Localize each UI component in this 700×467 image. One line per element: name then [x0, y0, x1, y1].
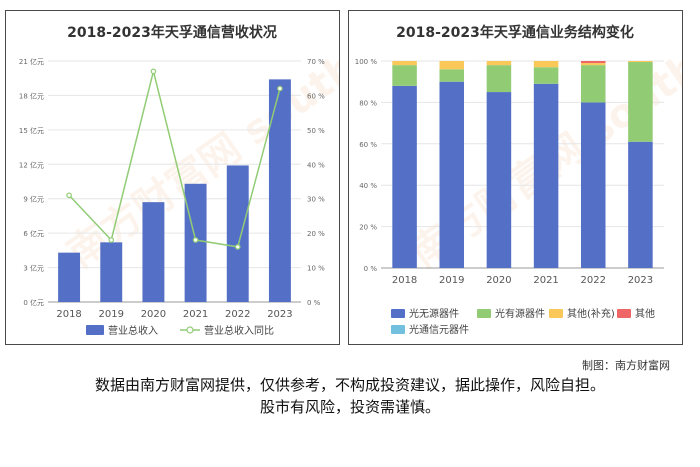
disclaimer-line-1: 数据由南方财富网提供，仅供参考，不构成投资建议，据此操作，风险自担。 [94, 376, 605, 394]
x-tick-label: 2018 [56, 309, 81, 320]
bar-segment-2020-s0 [486, 92, 512, 268]
y-tick-label: 60 % [359, 141, 377, 149]
bar-segment-2023-s1 [628, 62, 653, 142]
x-tick-label: 2022 [581, 275, 606, 286]
bar-segment-2018-s0 [392, 85, 417, 268]
point-yoy-2022 [234, 244, 241, 250]
y-left-tick-label: 12 亿元 [19, 160, 44, 169]
bar-segment-2022-s0 [580, 102, 606, 269]
legend-marker-yoy [186, 326, 194, 334]
y-tick-label: 40 % [359, 182, 377, 190]
x-tick-label: 2020 [141, 309, 166, 320]
y-tick-label: 20 % [359, 224, 377, 232]
y-right-tick-label: 60 % [307, 92, 325, 100]
legend-label-3: 其他 [635, 307, 655, 320]
legend-swatch-1 [477, 309, 491, 318]
x-tick-label: 2019 [99, 309, 124, 320]
x-tick-label: 2019 [439, 275, 464, 286]
bar-segment-2023-s0 [628, 141, 653, 268]
point-yoy-2019 [108, 237, 115, 243]
chart-title: 2018-2023年天孚通信业务结构变化 [396, 24, 634, 41]
chart-credit: 制图：南方财富网 [582, 359, 670, 372]
legend-label-revenue: 营业总收入 [108, 324, 158, 337]
bar-revenue-2022 [226, 165, 249, 302]
bar-segment-2020-s1 [486, 65, 512, 93]
bar-segment-2021-s2 [533, 61, 559, 68]
y-left-tick-label: 15 亿元 [19, 126, 44, 135]
bar-revenue-2018 [58, 252, 81, 302]
y-right-tick-label: 70 % [307, 58, 325, 66]
legend-label-2: 其他(补充) [567, 307, 615, 320]
revenue-chart-panel: 南方财富网 southmoney.com2018-2023年天孚通信营收状况0 … [5, 10, 340, 345]
x-tick-label: 2022 [225, 309, 250, 320]
x-tick-label: 2023 [267, 309, 292, 320]
bar-segment-2022-s1 [580, 65, 606, 103]
bar-segment-2019-s2 [439, 61, 465, 70]
bar-segment-2020-s2 [486, 61, 512, 66]
x-tick-label: 2023 [628, 275, 653, 286]
legend-swatch-2 [549, 309, 563, 318]
legend-label-0: 光无源器件 [409, 307, 459, 320]
legend-swatch-4 [391, 325, 405, 334]
x-tick-label: 2020 [486, 275, 511, 286]
bar-segment-2021-s0 [533, 83, 559, 269]
bar-revenue-2020 [142, 202, 165, 302]
y-right-tick-label: 40 % [307, 161, 325, 169]
y-left-tick-label: 18 亿元 [19, 91, 44, 100]
point-yoy-2020 [150, 68, 157, 75]
legend-swatch-revenue [86, 325, 104, 335]
y-right-tick-label: 20 % [307, 230, 325, 238]
bar-segment-2022-s2 [580, 63, 606, 66]
y-tick-label: 80 % [359, 99, 377, 107]
legend-label-4: 光通信元器件 [409, 323, 469, 336]
y-tick-label: 100 % [355, 58, 378, 66]
bar-segment-2021-s1 [533, 67, 559, 84]
legend-label-1: 光有源器件 [495, 307, 545, 320]
legend-label-yoy: 营业总收入同比 [204, 324, 274, 337]
y-right-tick-label: 10 % [307, 265, 325, 273]
business-structure-chart-panel: 南方财富网 southmoney.com2018-2023年天孚通信业务结构变化… [348, 10, 683, 345]
business-structure-chart: 南方财富网 southmoney.com2018-2023年天孚通信业务结构变化… [355, 11, 682, 336]
y-left-tick-label: 6 亿元 [23, 229, 44, 238]
x-tick-label: 2021 [183, 309, 208, 320]
revenue-chart: 南方财富网 southmoney.com2018-2023年天孚通信营收状况0 … [19, 11, 339, 337]
y-right-tick-label: 0 % [307, 299, 321, 307]
bar-segment-2019-s0 [439, 81, 465, 268]
y-tick-label: 0 % [364, 265, 378, 273]
bar-segment-2018-s2 [392, 61, 417, 66]
legend-swatch-3 [617, 309, 631, 318]
point-yoy-2018 [66, 192, 72, 199]
disclaimer-line-2: 股市有风险，投资需谨慎。 [259, 398, 440, 416]
bar-revenue-2019 [100, 242, 123, 302]
y-left-tick-label: 3 亿元 [23, 264, 44, 273]
x-tick-label: 2018 [392, 275, 417, 286]
bar-segment-2022-s3 [580, 61, 606, 64]
point-yoy-2023 [277, 85, 283, 92]
bar-revenue-2021 [184, 183, 207, 302]
x-tick-label: 2021 [533, 275, 558, 286]
bar-segment-2018-s1 [392, 65, 417, 86]
bar-segment-2023-s2 [628, 61, 653, 63]
y-left-tick-label: 0 亿元 [23, 298, 44, 307]
y-left-tick-label: 9 亿元 [23, 195, 44, 204]
legend-swatch-0 [391, 309, 405, 318]
y-right-tick-label: 50 % [307, 127, 325, 135]
y-right-tick-label: 30 % [307, 196, 325, 204]
y-left-tick-label: 21 亿元 [19, 57, 44, 66]
point-yoy-2021 [192, 237, 199, 243]
chart-title: 2018-2023年天孚通信营收状况 [67, 24, 277, 41]
bar-revenue-2023 [268, 79, 291, 302]
line-revenue-yoy [68, 71, 281, 248]
bar-segment-2019-s1 [439, 69, 465, 82]
